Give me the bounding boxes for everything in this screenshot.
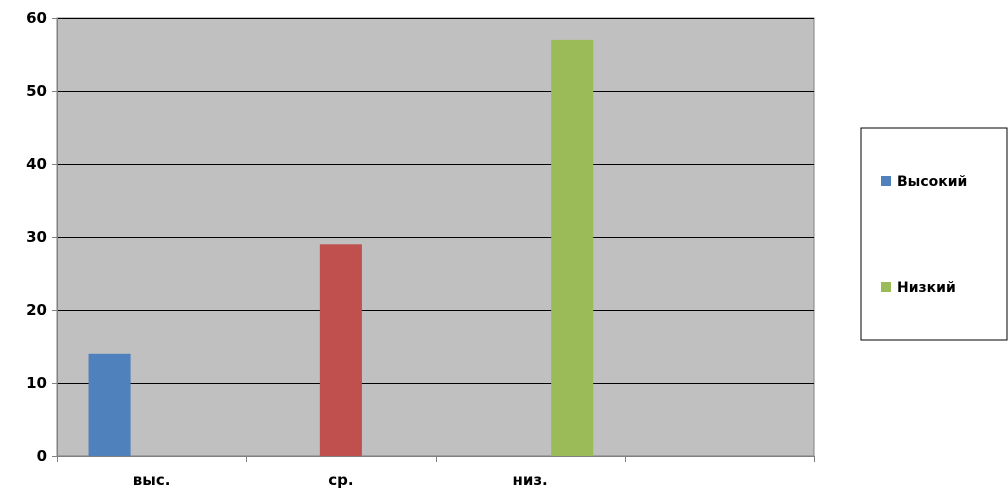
bar-выс.: [88, 353, 131, 456]
bar-ср.: [319, 244, 362, 456]
gridlines: [57, 18, 814, 384]
y-tick-label: 10: [26, 374, 47, 392]
bars: [88, 39, 594, 457]
y-tick-label: 30: [26, 228, 47, 246]
x-tick-label: низ.: [512, 471, 547, 489]
y-tick-label: 0: [37, 447, 47, 465]
legend: Высокий Низкий: [860, 127, 1008, 341]
legend-box: [860, 127, 1008, 341]
bar-низ.: [551, 39, 594, 457]
y-tick-label: 20: [26, 301, 47, 319]
legend-label: Низкий: [897, 280, 956, 296]
y-tick-label: 50: [26, 82, 47, 100]
y-tick-label: 40: [26, 155, 47, 173]
legend-label: Высокий: [897, 174, 967, 190]
x-tick-label: ср.: [328, 471, 353, 489]
x-tick-label: выс.: [133, 471, 171, 489]
legend-swatch: [881, 282, 891, 292]
x-tick-labels: выс. ср. низ.: [57, 456, 815, 489]
y-tick-labels: 0 10 20 30 40 50 60: [26, 9, 57, 465]
legend-swatch: [881, 176, 891, 186]
y-tick-label: 60: [26, 9, 47, 27]
axes: [57, 18, 814, 457]
